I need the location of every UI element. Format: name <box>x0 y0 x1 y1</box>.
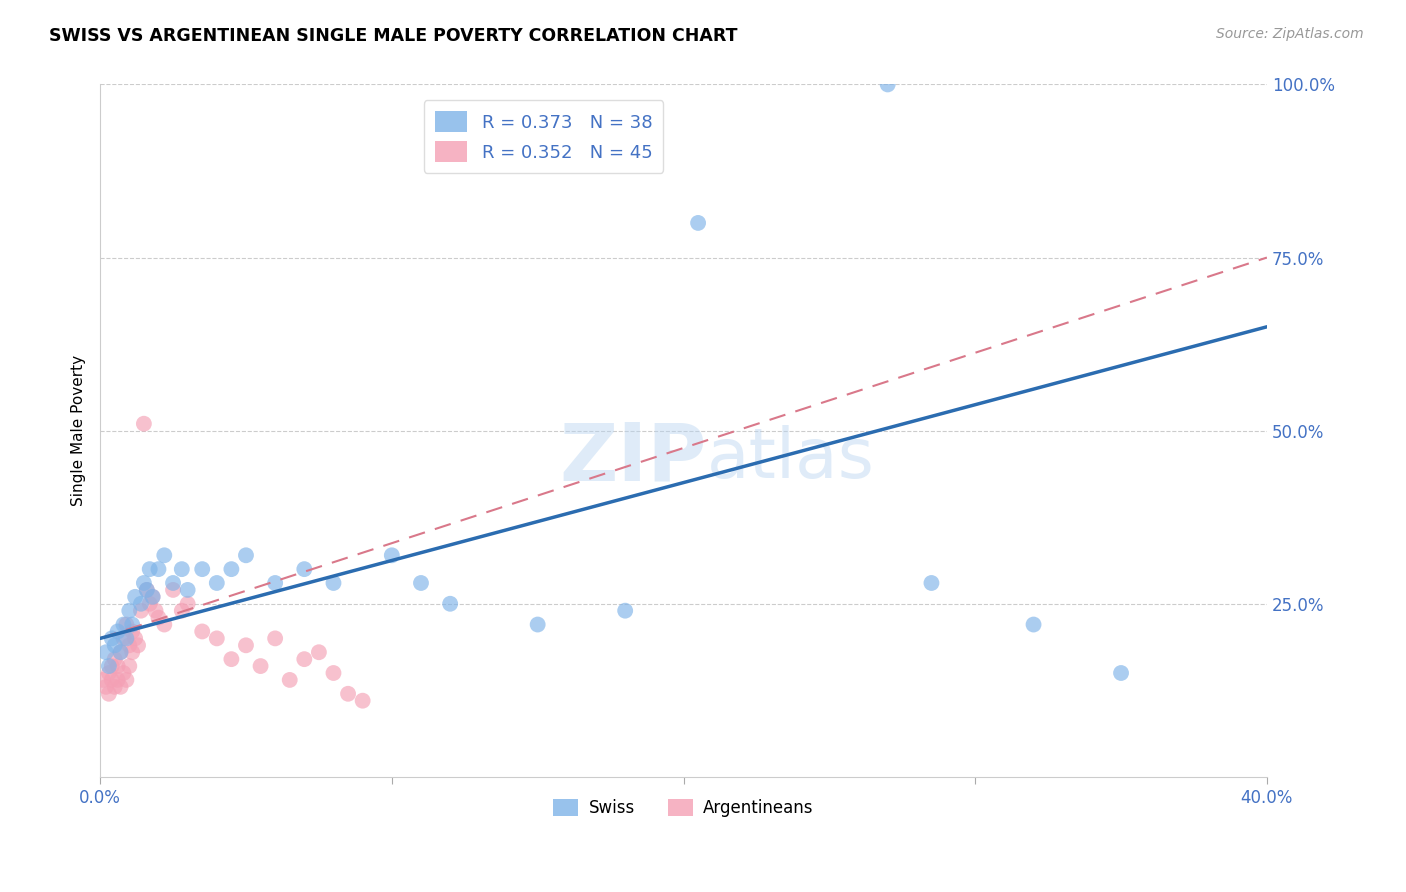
Point <box>115 673 138 687</box>
Point <box>101 673 124 687</box>
Point <box>121 624 143 639</box>
Point <box>322 665 344 680</box>
Point <box>127 638 149 652</box>
Point <box>121 645 143 659</box>
Point <box>129 597 152 611</box>
Point <box>104 652 127 666</box>
Point <box>162 582 184 597</box>
Point <box>191 624 214 639</box>
Point <box>97 659 120 673</box>
Point <box>121 617 143 632</box>
Point <box>876 78 898 92</box>
Point <box>101 632 124 646</box>
Point <box>132 576 155 591</box>
Y-axis label: Single Male Poverty: Single Male Poverty <box>72 355 86 507</box>
Point <box>97 665 120 680</box>
Point <box>101 659 124 673</box>
Point <box>124 632 146 646</box>
Point <box>221 652 243 666</box>
Point <box>221 562 243 576</box>
Point <box>94 680 117 694</box>
Point <box>148 562 170 576</box>
Point <box>112 665 135 680</box>
Point <box>118 638 141 652</box>
Point <box>135 582 157 597</box>
Point <box>688 216 710 230</box>
Point <box>115 632 138 646</box>
Point <box>170 562 193 576</box>
Point <box>104 680 127 694</box>
Point <box>381 549 404 563</box>
Point <box>249 659 271 673</box>
Point <box>205 632 228 646</box>
Point <box>235 638 257 652</box>
Point <box>107 659 129 673</box>
Point <box>145 604 167 618</box>
Point <box>91 673 114 687</box>
Point <box>124 590 146 604</box>
Point <box>138 562 160 576</box>
Point <box>308 645 330 659</box>
Point <box>104 638 127 652</box>
Text: Source: ZipAtlas.com: Source: ZipAtlas.com <box>1216 27 1364 41</box>
Point <box>337 687 360 701</box>
Point <box>278 673 301 687</box>
Point <box>235 549 257 563</box>
Point <box>614 604 637 618</box>
Point <box>264 632 287 646</box>
Point <box>112 632 135 646</box>
Point <box>107 624 129 639</box>
Point <box>107 673 129 687</box>
Point <box>115 617 138 632</box>
Point <box>153 617 176 632</box>
Point <box>110 680 132 694</box>
Point <box>153 549 176 563</box>
Point <box>439 597 461 611</box>
Point <box>138 597 160 611</box>
Point <box>352 694 374 708</box>
Point <box>162 576 184 591</box>
Text: SWISS VS ARGENTINEAN SINGLE MALE POVERTY CORRELATION CHART: SWISS VS ARGENTINEAN SINGLE MALE POVERTY… <box>49 27 738 45</box>
Point <box>409 576 432 591</box>
Point <box>110 645 132 659</box>
Point <box>118 604 141 618</box>
Point <box>205 576 228 591</box>
Point <box>1109 665 1132 680</box>
Point <box>526 617 548 632</box>
Point <box>132 417 155 431</box>
Point <box>142 590 165 604</box>
Point <box>110 645 132 659</box>
Point <box>170 604 193 618</box>
Point <box>148 610 170 624</box>
Text: ZIP: ZIP <box>560 419 707 498</box>
Point <box>1022 617 1045 632</box>
Legend: Swiss, Argentineans: Swiss, Argentineans <box>547 792 820 824</box>
Point <box>264 576 287 591</box>
Point <box>176 582 198 597</box>
Point <box>129 604 152 618</box>
Point <box>112 617 135 632</box>
Point <box>97 687 120 701</box>
Point <box>920 576 942 591</box>
Point <box>176 597 198 611</box>
Point <box>142 590 165 604</box>
Point <box>94 645 117 659</box>
Point <box>135 582 157 597</box>
Text: atlas: atlas <box>707 425 875 491</box>
Point <box>292 562 315 576</box>
Point <box>118 659 141 673</box>
Point <box>191 562 214 576</box>
Point <box>292 652 315 666</box>
Point <box>322 576 344 591</box>
